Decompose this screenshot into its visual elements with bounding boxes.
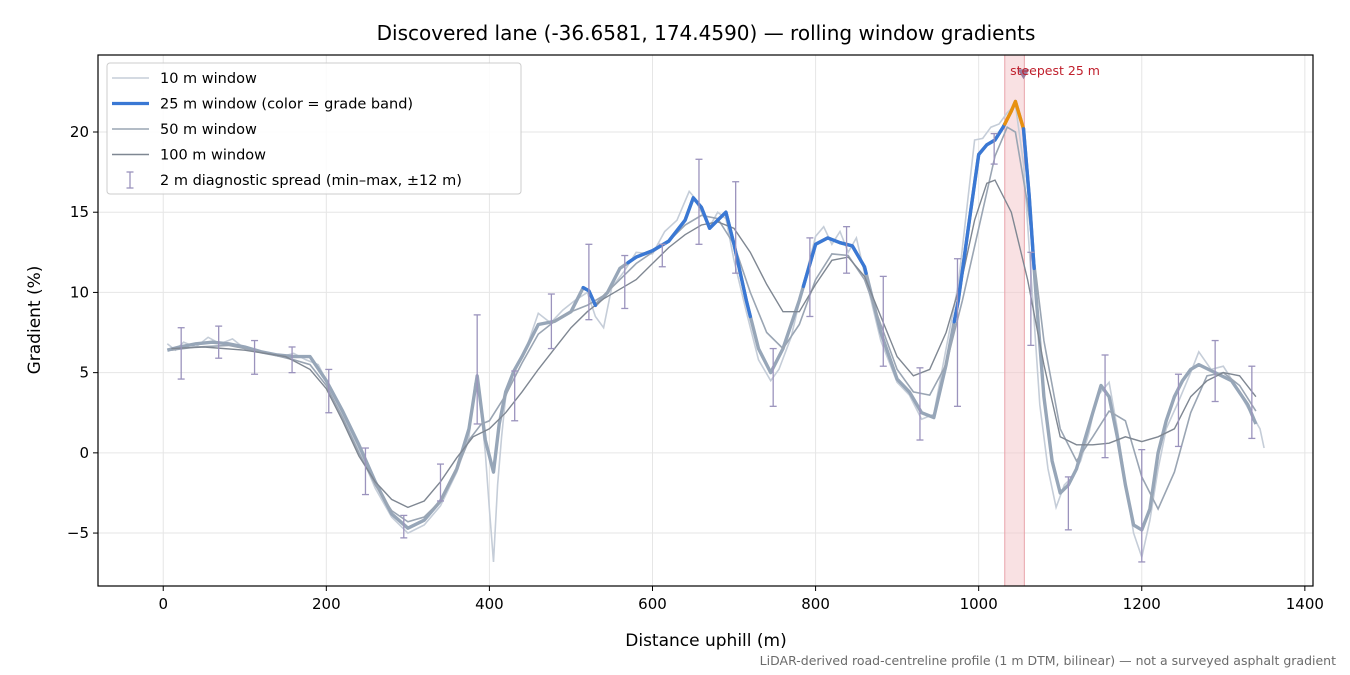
- errorbar-7: [436, 463, 444, 502]
- x-tick-label-6: 1200: [1123, 595, 1161, 613]
- legend-box: [106, 62, 522, 195]
- legend-label-w50: 50 m window: [160, 122, 257, 138]
- steepest-segment-highlight: [1004, 54, 1030, 587]
- errorbar-28: [1211, 339, 1219, 403]
- errorbar-25: [1101, 354, 1109, 459]
- legend-item-w100: 100 m window: [112, 148, 266, 164]
- steepest-band: [1004, 54, 1025, 587]
- errorbar-2: [251, 339, 259, 375]
- x-tick-label-7: 1400: [1286, 595, 1324, 613]
- errorbar-11: [585, 243, 593, 321]
- errorbar-5: [361, 447, 369, 496]
- steepest-marker: [1017, 69, 1030, 80]
- series-line-25m: [166, 99, 1258, 532]
- x-tick-label-3: 600: [638, 595, 667, 613]
- legend-item-w50: 50 m window: [112, 122, 257, 138]
- y-axis-title: Gradient (%): [25, 266, 45, 375]
- errorbar-1: [215, 325, 223, 359]
- errorbar-6: [400, 514, 408, 539]
- legend-label-w10: 10 m window: [160, 71, 257, 87]
- errorbar-4: [325, 368, 333, 414]
- x-tick-label-2: 400: [475, 595, 504, 613]
- grade-band-4: [1003, 99, 1026, 131]
- steepest-annotation: steepest 25 m: [1010, 63, 1100, 78]
- errorbar-20: [916, 367, 924, 441]
- errorbar-12: [621, 254, 629, 310]
- grade-band-1: [626, 196, 752, 319]
- axes: 0 200 400 600 800 1000 1200 1400 −5 0 5 10 15 20: [67, 54, 1324, 613]
- x-tick-label-5: 1000: [960, 595, 998, 613]
- errorbar-29: [1248, 365, 1256, 440]
- series-lines: [166, 99, 1265, 562]
- legend-label-errorbar: 2 m diagnostic spread (min–max, ±12 m): [160, 173, 462, 189]
- footnote: LiDAR-derived road-centreline profile (1…: [760, 653, 1336, 668]
- diagnostic-spread-errorbars: [177, 132, 1256, 563]
- y-tick-label-3: 10: [70, 283, 89, 301]
- legend: 10 m window 25 m window (color = grade ba…: [106, 62, 522, 195]
- y-tick-label-2: 5: [79, 364, 89, 382]
- x-tick-label-4: 800: [801, 595, 830, 613]
- legend-item-w10: 10 m window: [112, 71, 257, 87]
- errorbar-9: [511, 370, 519, 422]
- errorbar-13: [658, 243, 666, 268]
- grade-band-5: [1021, 127, 1036, 271]
- legend-item-errorbar: 2 m diagnostic spread (min–max, ±12 m): [126, 171, 462, 189]
- errorbar-18: [843, 226, 851, 274]
- errorbar-16: [769, 347, 777, 407]
- errorbar-8: [473, 314, 481, 425]
- grade-band-3: [952, 122, 1007, 324]
- y-tick-label-4: 15: [70, 203, 89, 221]
- errorbar-27: [1174, 373, 1182, 448]
- errorbar-3: [288, 346, 296, 374]
- series-line-100m: [171, 179, 1257, 509]
- legend-label-w25: 25 m window (color = grade band): [160, 97, 413, 113]
- errorbar-26: [1138, 448, 1146, 563]
- errorbar-21: [953, 258, 961, 407]
- y-tick-label-5: 20: [70, 123, 89, 141]
- errorbar-0: [177, 327, 185, 380]
- plot-frame: [97, 54, 1314, 587]
- legend-item-w25: 25 m window (color = grade band): [112, 97, 413, 113]
- x-tick-label-1: 200: [312, 595, 341, 613]
- grade-band-2: [801, 236, 868, 289]
- series-line-50m: [171, 126, 1257, 523]
- x-axis-title: Distance uphill (m): [625, 631, 786, 651]
- errorbar-23: [1027, 251, 1035, 347]
- errorbar-15: [732, 181, 740, 274]
- errorbar-22: [990, 132, 998, 165]
- errorbar-14: [695, 158, 703, 245]
- y-tick-label-0: −5: [67, 524, 89, 542]
- errorbar-17: [806, 237, 814, 318]
- errorbar-19: [879, 275, 887, 367]
- errorbar-24: [1064, 476, 1072, 531]
- x-tick-label-0: 0: [158, 595, 168, 613]
- chart-title: Discovered lane (-36.6581, 174.4590) — r…: [377, 21, 1036, 45]
- legend-label-w100: 100 m window: [160, 148, 266, 164]
- y-tick-label-1: 0: [79, 444, 89, 462]
- errorbar-10: [547, 293, 555, 350]
